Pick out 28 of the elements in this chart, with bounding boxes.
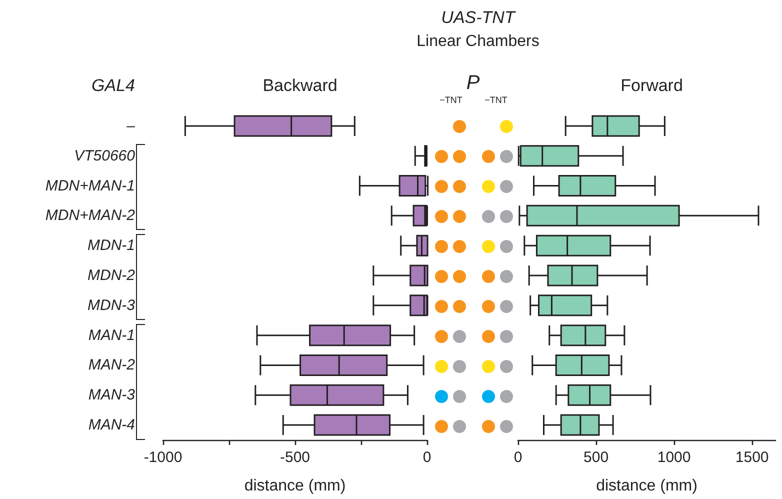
x-tick-label: 0 xyxy=(422,449,432,466)
y-tick-label: MDN-3 xyxy=(88,296,136,314)
y-axis-title: GAL4 xyxy=(92,76,136,95)
y-tick-label: MAN-3 xyxy=(88,386,136,404)
text: Linear Chambers xyxy=(416,33,540,51)
y-tick-label: MDN+MAN-1 xyxy=(45,177,135,194)
y-tick-label: – xyxy=(126,117,136,134)
x-tick-label: 500 xyxy=(584,449,609,466)
y-tick-label: VT50660 xyxy=(74,147,136,164)
y-tick-label: MAN-1 xyxy=(88,326,135,344)
x-tick-label: -1000 xyxy=(144,449,182,466)
x-axis-title: distance (mm) xyxy=(244,478,346,494)
x-tick-label: -500 xyxy=(280,449,310,466)
x-axis-title: distance (mm) xyxy=(596,478,698,494)
x-tick-label: 1000 xyxy=(657,449,691,466)
y-tick-label: MDN-1 xyxy=(88,237,135,254)
text: UAS-TNT xyxy=(441,8,515,28)
x-tick-label: 0 xyxy=(514,449,522,466)
text: −TNT xyxy=(440,95,462,105)
text: −TNT xyxy=(484,95,508,105)
text: P xyxy=(466,72,480,95)
y-tick-label: MAN-4 xyxy=(88,416,135,434)
chart-title: Forward xyxy=(620,76,683,95)
x-tick-label: 1500 xyxy=(735,449,769,466)
y-tick-label: MAN-2 xyxy=(88,356,136,374)
y-tick-label: MDN+MAN-2 xyxy=(45,207,136,224)
y-tick-label: MDN-2 xyxy=(88,267,136,284)
chart-title: Backward xyxy=(262,76,338,95)
